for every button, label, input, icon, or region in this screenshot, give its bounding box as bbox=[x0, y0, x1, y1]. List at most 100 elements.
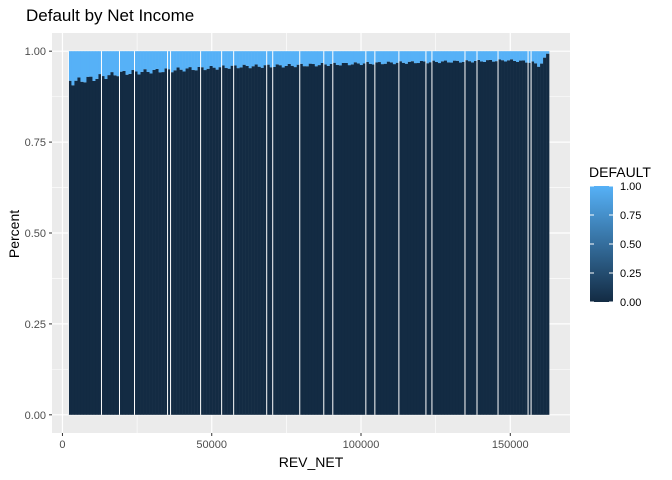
bar-non-default bbox=[92, 80, 96, 415]
bar-default bbox=[317, 51, 322, 66]
bar-default bbox=[311, 51, 316, 65]
bar-non-default bbox=[227, 68, 231, 415]
bar-default bbox=[71, 51, 75, 86]
bar-default bbox=[74, 51, 78, 81]
bar-non-default bbox=[513, 60, 517, 415]
bar-default bbox=[449, 51, 454, 63]
bar-default bbox=[80, 51, 84, 82]
bar-default bbox=[107, 51, 111, 76]
bar-non-default bbox=[161, 72, 165, 415]
legend-label: 0.25 bbox=[620, 268, 641, 280]
bar-non-default bbox=[149, 73, 153, 415]
bar-non-default bbox=[242, 64, 246, 415]
legend: DEFAULT 1.00 0.75 0.50 0.25 0.00 bbox=[589, 164, 651, 309]
bar-non-default bbox=[504, 61, 508, 415]
bar-non-default bbox=[122, 70, 126, 415]
bar-non-default bbox=[293, 67, 297, 415]
bar-default bbox=[489, 51, 493, 60]
bar-default bbox=[224, 51, 228, 69]
bar-non-default bbox=[206, 68, 210, 415]
bar-non-default bbox=[437, 63, 442, 415]
bar-non-default bbox=[239, 67, 243, 415]
bar-non-default bbox=[425, 63, 430, 415]
bar-default bbox=[338, 51, 343, 66]
bar-non-default bbox=[476, 59, 481, 415]
bar-non-default bbox=[371, 64, 376, 415]
bar-default bbox=[443, 51, 448, 61]
bar-non-default bbox=[134, 71, 138, 415]
bar-non-default bbox=[422, 61, 427, 415]
bar-default bbox=[143, 51, 147, 70]
bar-default bbox=[365, 51, 370, 62]
bar-default bbox=[131, 51, 135, 71]
x-tick-label: 50000 bbox=[196, 439, 227, 451]
bar-default bbox=[483, 51, 487, 62]
bar-default bbox=[452, 51, 457, 61]
bar-non-default bbox=[224, 68, 228, 415]
bar-default bbox=[458, 51, 463, 63]
bar-non-default bbox=[510, 59, 514, 415]
bar-non-default bbox=[359, 65, 364, 415]
bar-default bbox=[89, 51, 93, 77]
bar-default bbox=[498, 51, 502, 60]
bar-non-default bbox=[248, 68, 252, 415]
bar-default bbox=[173, 51, 177, 71]
bar-default bbox=[455, 51, 460, 61]
bar-non-default bbox=[281, 67, 285, 415]
bar-non-default bbox=[107, 75, 111, 415]
bar-default bbox=[486, 51, 490, 61]
bar-non-default bbox=[543, 57, 547, 415]
legend-colorbar bbox=[590, 186, 613, 302]
legend-label: 0.50 bbox=[620, 239, 641, 251]
bar-default bbox=[314, 51, 319, 67]
bar-default bbox=[176, 51, 180, 68]
bar-non-default bbox=[534, 63, 538, 415]
bar-non-default bbox=[386, 61, 391, 415]
bar-default bbox=[341, 51, 346, 63]
y-tick-label: 1.00 bbox=[25, 46, 46, 58]
bar-default bbox=[278, 51, 282, 66]
bar-default bbox=[170, 51, 174, 73]
bar-default bbox=[263, 51, 267, 66]
bar-default bbox=[137, 51, 141, 75]
bar-default bbox=[422, 51, 427, 62]
legend-title: DEFAULT bbox=[589, 164, 651, 180]
bar-non-default bbox=[501, 60, 505, 415]
bar-default bbox=[110, 51, 114, 73]
bar-non-default bbox=[344, 62, 349, 415]
bar-non-default bbox=[528, 62, 532, 415]
bar-default bbox=[419, 51, 424, 61]
bar-non-default bbox=[257, 66, 261, 415]
bar-default bbox=[513, 51, 517, 61]
bar-non-default bbox=[380, 64, 385, 415]
bar-non-default bbox=[155, 68, 159, 415]
bar-default bbox=[428, 51, 433, 63]
bar-default bbox=[344, 51, 349, 63]
bar-non-default bbox=[173, 70, 177, 415]
bar-non-default bbox=[296, 64, 300, 415]
bar-default bbox=[480, 51, 484, 62]
bar-non-default bbox=[522, 60, 526, 415]
bar-non-default bbox=[410, 61, 415, 415]
bar-default bbox=[326, 51, 331, 66]
bar-default bbox=[251, 51, 255, 67]
bar-non-default bbox=[125, 74, 129, 415]
bar-default bbox=[516, 51, 520, 62]
bar-non-default bbox=[377, 62, 382, 415]
bar-default bbox=[290, 51, 294, 66]
bar-default bbox=[371, 51, 376, 65]
bar-non-default bbox=[537, 66, 541, 415]
bar-non-default bbox=[341, 62, 346, 415]
bar-default bbox=[362, 51, 367, 64]
bar-non-default bbox=[368, 63, 373, 415]
bar-default bbox=[495, 51, 499, 62]
bar-non-default bbox=[440, 61, 445, 415]
bar-non-default bbox=[347, 65, 352, 415]
bar-default bbox=[212, 51, 216, 68]
bar-non-default bbox=[350, 64, 355, 415]
bar-default bbox=[125, 51, 129, 75]
bar-default bbox=[209, 51, 213, 66]
bar-non-default bbox=[119, 71, 123, 415]
bar-default bbox=[359, 51, 364, 66]
bar-default bbox=[470, 51, 475, 63]
